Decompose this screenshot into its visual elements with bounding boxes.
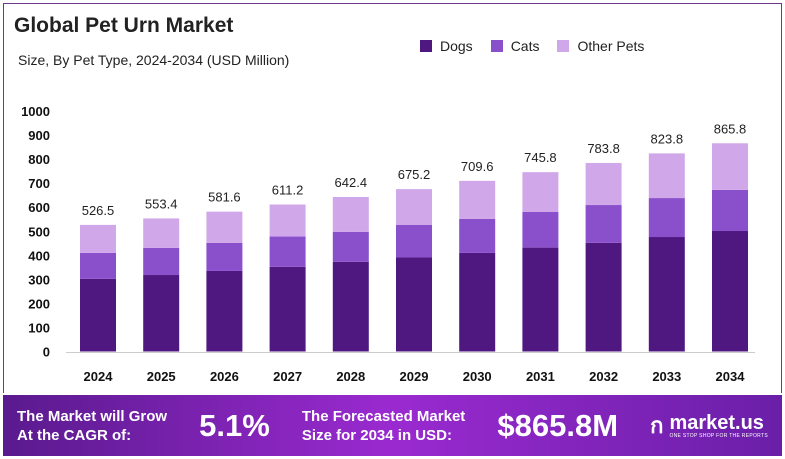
x-tick-label: 2030 — [463, 369, 492, 384]
total-label: 611.2 — [272, 183, 304, 198]
bar-segment-cats — [143, 247, 180, 276]
y-tick-label: 600 — [28, 200, 50, 215]
legend-item-dogs: Dogs — [420, 38, 473, 54]
summary-banner: The Market will Grow At the CAGR of: 5.1%… — [3, 395, 782, 456]
legend: Dogs Cats Other Pets — [420, 38, 644, 54]
y-tick-label: 200 — [28, 296, 50, 311]
forecast-label-line: Size for 2034 in USD: — [301, 426, 452, 444]
bar-segment-cats — [396, 224, 432, 258]
bar-segment-dogs — [143, 275, 180, 352]
x-tick-label: 2028 — [336, 369, 365, 384]
x-tick-label: 2029 — [400, 369, 429, 384]
bar-segment-dogs — [522, 247, 559, 352]
total-label: 553.4 — [145, 196, 178, 211]
x-tick-label: 2032 — [589, 369, 618, 384]
forecast-label: The Forecasted Market Size for 2034 in US… — [302, 407, 465, 445]
bar-segment-dogs — [459, 252, 496, 352]
total-label: 642.4 — [335, 175, 368, 190]
bar-segment-other-pets — [648, 153, 685, 199]
logo-icon: ก — [650, 413, 664, 438]
legend-label: Cats — [510, 38, 540, 54]
bar-segment-other-pets — [206, 211, 243, 243]
bar-segment-cats — [648, 198, 685, 238]
bar-segment-cats — [712, 189, 748, 232]
bar-segment-cats — [585, 205, 622, 243]
bar-segment-dogs — [648, 237, 685, 352]
bar-segment-dogs — [269, 266, 306, 352]
cagr-value: 5.1% — [199, 407, 270, 443]
y-tick-label: 0 — [43, 345, 50, 360]
x-tick-label: 2031 — [526, 369, 555, 384]
total-label: 709.6 — [461, 159, 494, 174]
bar-segment-other-pets — [269, 204, 306, 237]
bar-segment-cats — [80, 252, 116, 279]
bar-segment-other-pets — [522, 172, 559, 213]
x-tick-label: 2034 — [716, 369, 746, 384]
x-tick-label: 2027 — [273, 369, 302, 384]
total-label: 526.5 — [82, 203, 115, 218]
cagr-label-line: The Market will Grow — [17, 407, 168, 425]
bar-segment-dogs — [396, 257, 432, 352]
legend-label: Dogs — [440, 38, 473, 54]
chart-frame — [3, 3, 782, 393]
market-us-logo: ก market.us ONE STOP SHOP FOR THE REPORTS — [650, 408, 768, 443]
legend-swatch — [420, 40, 432, 52]
bar-segment-cats — [269, 236, 306, 267]
bar-segment-other-pets — [396, 189, 432, 225]
x-tick-label: 2033 — [652, 369, 681, 384]
bar-segment-other-pets — [143, 218, 180, 248]
logo-tagline: ONE STOP SHOP FOR THE REPORTS — [669, 432, 768, 439]
x-tick-label: 2024 — [84, 369, 114, 384]
total-label: 675.2 — [398, 167, 431, 182]
y-tick-label: 700 — [28, 176, 50, 191]
total-label: 783.8 — [587, 141, 620, 156]
bar-segment-cats — [459, 218, 496, 253]
x-tick-label: 2026 — [210, 369, 239, 384]
total-label: 745.8 — [524, 150, 557, 165]
bar-chart: 0 100 200 300 400 500 600 700 800 900 1000 526.5 202… — [21, 104, 755, 384]
bar-segment-other-pets — [585, 162, 622, 206]
legend-swatch — [490, 40, 503, 52]
legend-label: Other Pets — [577, 38, 645, 54]
bar-segment-cats — [332, 231, 369, 262]
logo-text: market.us — [669, 411, 764, 434]
x-tick-label: 2025 — [147, 369, 176, 384]
legend-swatch — [557, 40, 570, 52]
bar-segment-cats — [206, 242, 243, 271]
y-tick-label: 500 — [28, 224, 50, 239]
forecast-value: $865.8M — [497, 407, 619, 443]
bar-segment-dogs — [80, 278, 116, 352]
y-tick-label: 400 — [28, 248, 50, 263]
y-tick-label: 300 — [28, 272, 50, 287]
y-tick-label: 1000 — [21, 104, 50, 119]
y-tick-label: 100 — [28, 320, 50, 335]
bar-segment-cats — [522, 212, 559, 248]
legend-item-cats: Cats — [490, 38, 540, 54]
y-tick-label: 900 — [28, 128, 50, 143]
legend-item-other-pets: Other Pets — [557, 38, 644, 54]
cagr-label: The Market will Grow At the CAGR of: — [17, 407, 167, 445]
total-label: 581.6 — [208, 190, 241, 205]
chart-subtitle: Size, By Pet Type, 2024-2034 (USD Millio… — [18, 52, 290, 68]
bar-segment-dogs — [585, 242, 622, 352]
bar-segment-other-pets — [80, 224, 116, 253]
bar-segment-dogs — [712, 231, 748, 352]
bar-segment-other-pets — [712, 143, 748, 190]
y-tick-label: 800 — [28, 152, 50, 167]
total-label: 823.8 — [651, 131, 684, 146]
bar-segment-other-pets — [459, 180, 496, 219]
bar-segment-dogs — [332, 261, 369, 352]
cagr-label-line: At the CAGR of: — [17, 426, 132, 444]
forecast-label-line: The Forecasted Market — [301, 407, 466, 425]
chart-title: Global Pet Urn Market — [14, 14, 234, 37]
bar-segment-other-pets — [332, 197, 369, 232]
total-label: 865.8 — [714, 121, 747, 136]
bar-segment-dogs — [206, 270, 243, 352]
